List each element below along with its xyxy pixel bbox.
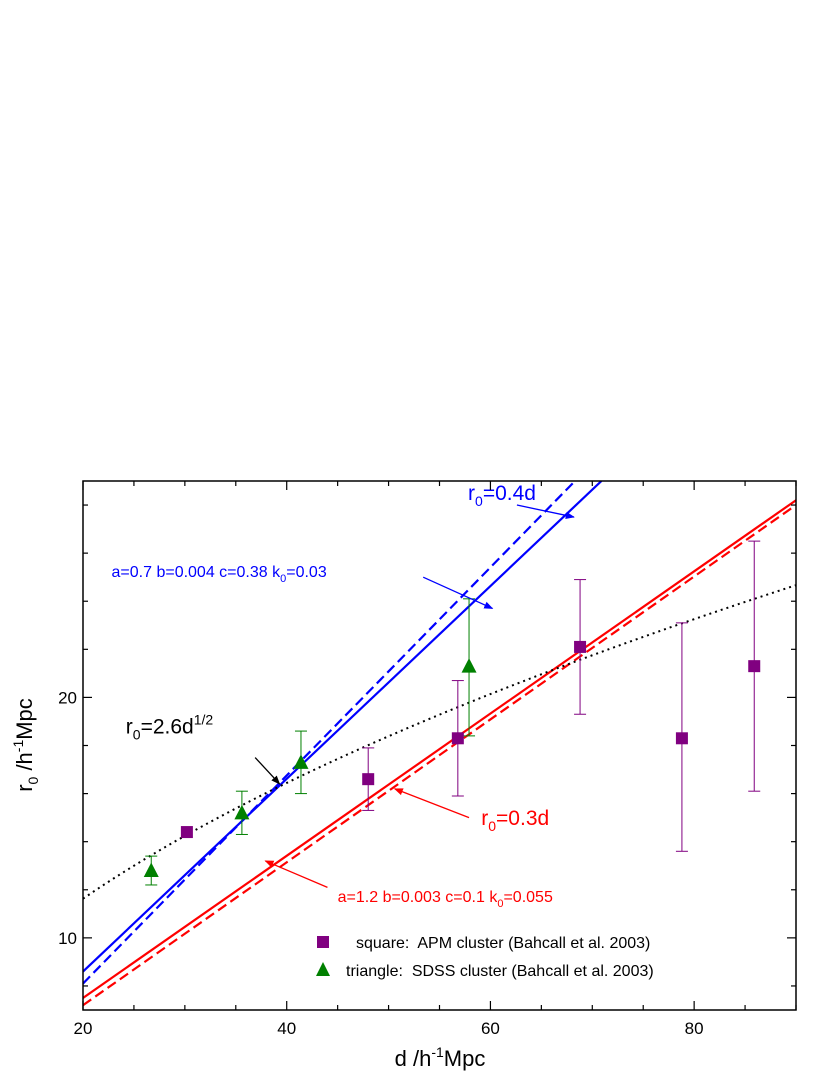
apm-point — [180, 826, 193, 839]
legend-marker-square — [317, 936, 329, 948]
annotation-arrow-blue-params — [422, 576, 494, 610]
curve-blue-solid — [83, 481, 603, 973]
annotation-sub: 0 — [497, 898, 503, 910]
y-axis-label-sub: 0 — [25, 776, 41, 784]
annotation-post: =0.055 — [503, 889, 552, 906]
annotation-post: =0.03 — [286, 564, 327, 581]
x-axis-label-sup: -1 — [431, 1044, 444, 1060]
annotation-rest: =0.3d — [496, 807, 549, 830]
annotation-blue-r0: r0=0.4d — [468, 482, 536, 509]
apm-point — [451, 732, 464, 745]
sdss-point — [461, 658, 477, 673]
annotation-sub: 0 — [133, 726, 141, 742]
y-tick-label: 10 — [58, 929, 77, 948]
annotation-sub: 0 — [280, 573, 286, 585]
annotation-rest: =2.6d — [141, 715, 194, 738]
error-bars — [145, 540, 761, 886]
y-axis-label-tail: Mpc — [12, 698, 37, 740]
annotation-arrow-black-r0 — [254, 757, 281, 785]
x-tick-label: 20 — [74, 1019, 93, 1038]
annotation-sup: 1/2 — [194, 711, 214, 727]
annotation-base: r — [126, 715, 133, 738]
annotation-pre: a=1.2 b=0.003 c=0.1 k — [338, 889, 499, 906]
y-tick-label: 20 — [58, 688, 77, 707]
annotation-arrow-blue-r0 — [516, 504, 575, 519]
x-tick-label: 60 — [481, 1019, 500, 1038]
apm-point — [362, 773, 375, 786]
curve-blue-dashed — [83, 481, 576, 985]
legend-label-square: square: APM cluster (Bahcall et al. 2003… — [356, 935, 650, 952]
y-axis-label: r0 /h-1Mpc — [10, 698, 41, 792]
curve-black-dotted — [83, 584, 796, 900]
apm-point — [748, 660, 761, 673]
apm-point — [574, 640, 587, 653]
apm-point — [675, 732, 688, 745]
annotations: r0=0.4da=0.7 b=0.004 c=0.38 k0=0.03r0=2.… — [112, 482, 575, 910]
curve-red-solid — [83, 499, 796, 999]
plot-frame — [82, 480, 797, 1011]
x-axis-label-main: d /h — [395, 1046, 432, 1071]
x-tick-label: 40 — [277, 1019, 296, 1038]
annotation-pre: a=0.7 b=0.004 c=0.38 k — [112, 564, 282, 581]
annotation-base: r — [468, 482, 475, 505]
annotation-base: r — [481, 807, 488, 830]
y-axis-label-mid: /h — [12, 752, 37, 776]
annotation-sub: 0 — [475, 493, 483, 509]
annotation-blue-params: a=0.7 b=0.004 c=0.38 k0=0.03 — [112, 564, 327, 585]
x-axis-label-tail: Mpc — [444, 1046, 486, 1071]
data-points — [143, 640, 761, 878]
annotation-rest: =0.4d — [483, 482, 536, 505]
legend-marker-triangle — [316, 962, 330, 976]
x-tick-label: 80 — [685, 1019, 704, 1038]
legend: square: APM cluster (Bahcall et al. 2003… — [316, 935, 654, 980]
sdss-point — [143, 862, 159, 878]
annotation-black-r0: r0=2.6d1/2 — [126, 711, 214, 742]
legend-label-triangle: triangle: SDSS cluster (Bahcall et al. 2… — [346, 963, 654, 980]
annotation-sub: 0 — [488, 818, 496, 834]
sdss-point — [234, 804, 250, 820]
y-axis-label-sup: -1 — [10, 740, 26, 753]
annotation-red-r0: r0=0.3d — [481, 807, 549, 834]
curve-red-dashed — [83, 504, 796, 1007]
annotation-arrow-red-r0 — [393, 788, 470, 819]
annotation-arrow-red-params — [264, 860, 328, 888]
annotation-red-params: a=1.2 b=0.003 c=0.1 k0=0.055 — [338, 889, 553, 910]
x-axis-label: d /h-1Mpc — [395, 1044, 486, 1071]
axis-ticks: 20 40 60 80 10 20 — [58, 481, 797, 1038]
model-lines — [83, 481, 796, 1007]
sdss-point — [293, 754, 309, 769]
y-axis-label-base: r — [12, 784, 37, 791]
